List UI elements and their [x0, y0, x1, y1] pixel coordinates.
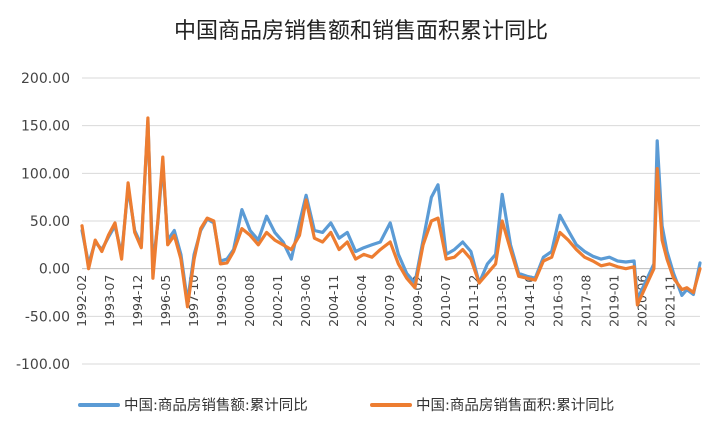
- series-lines: [80, 116, 702, 309]
- x-tick-label: 2017-08: [578, 275, 593, 327]
- x-tick-label: 2011-12: [466, 275, 481, 327]
- x-tick-label: 2003-06: [298, 275, 313, 327]
- x-tick-label: 2000-08: [242, 275, 257, 327]
- chart-title: 中国商品房销售额和销售面积累计同比: [174, 19, 548, 44]
- x-axis-tick-labels: 1992-02 1993-07 1994-12 1996-05 1997-10 1999-…: [74, 275, 677, 327]
- x-tick-label: 2016-03: [550, 275, 565, 327]
- legend-label: 中国:商品房销售额:累计同比: [124, 397, 308, 414]
- y-tick-label: 100.00: [21, 166, 70, 182]
- x-tick-label: 2021-11: [662, 275, 677, 327]
- x-tick-label: 2007-09: [382, 275, 397, 327]
- x-tick-label: 1992-02: [74, 275, 89, 327]
- x-tick-label: 2006-04: [354, 275, 369, 327]
- y-tick-label: -50.00: [25, 309, 70, 325]
- x-tick-label: 2010-07: [438, 275, 453, 327]
- x-tick-label: 2013-05: [494, 275, 509, 327]
- x-tick-label: 2014-10: [522, 275, 537, 327]
- legend: 中国:商品房销售额:累计同比 中国:商品房销售面积:累计同比: [78, 397, 614, 414]
- x-tick-label: 1996-05: [158, 275, 173, 327]
- series-line-sales-area: [80, 116, 702, 309]
- x-tick-label: 1994-12: [130, 275, 145, 327]
- y-axis-tick-labels: 200.00 150.00 100.00 50.00 0.00 -50.00 -100.00: [16, 71, 70, 373]
- y-tick-label: 150.00: [21, 119, 70, 135]
- y-tick-label: 0.00: [39, 262, 70, 278]
- y-tick-label: -100.00: [16, 357, 70, 373]
- x-tick-label: 1993-07: [102, 275, 117, 327]
- x-tick-label: 1999-03: [214, 275, 229, 327]
- legend-label: 中国:商品房销售面积:累计同比: [416, 397, 614, 414]
- x-tick-label: 2002-01: [270, 275, 285, 327]
- x-tick-label: 2004-11: [326, 275, 341, 327]
- y-tick-label: 50.00: [30, 214, 70, 230]
- x-tick-label: 2019-01: [606, 275, 621, 327]
- y-tick-label: 200.00: [21, 71, 70, 87]
- gridlines: [82, 77, 700, 365]
